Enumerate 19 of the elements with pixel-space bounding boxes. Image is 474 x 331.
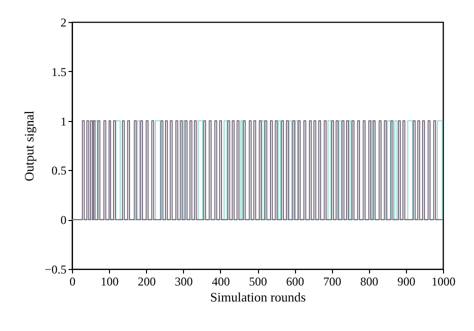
x-tick-label: 800 — [360, 274, 378, 288]
y-tick-label: 0.5 — [52, 164, 66, 178]
y-tick-label: 1 — [60, 114, 66, 128]
x-tick-label: 900 — [397, 274, 416, 288]
x-tick-label: 700 — [323, 274, 342, 288]
x-tick-label: 200 — [138, 274, 156, 288]
x-tick-label: 100 — [100, 274, 119, 288]
x-axis-title: Simulation rounds — [210, 290, 306, 304]
x-tick-label: 1000 — [432, 274, 456, 288]
y-tick-label: −0.5 — [44, 262, 66, 276]
x-tick-label: 400 — [212, 274, 230, 288]
x-tick-label: 600 — [286, 274, 304, 288]
x-tick-label: 500 — [249, 274, 267, 288]
y-tick-label: 2 — [60, 16, 66, 30]
x-tick-label: 300 — [174, 274, 193, 288]
y-tick-label: 0 — [60, 213, 66, 228]
y-axis-title: Output signal — [22, 110, 37, 182]
x-tick-label: 0 — [70, 274, 76, 288]
y-tick-label: 1.5 — [52, 64, 66, 79]
